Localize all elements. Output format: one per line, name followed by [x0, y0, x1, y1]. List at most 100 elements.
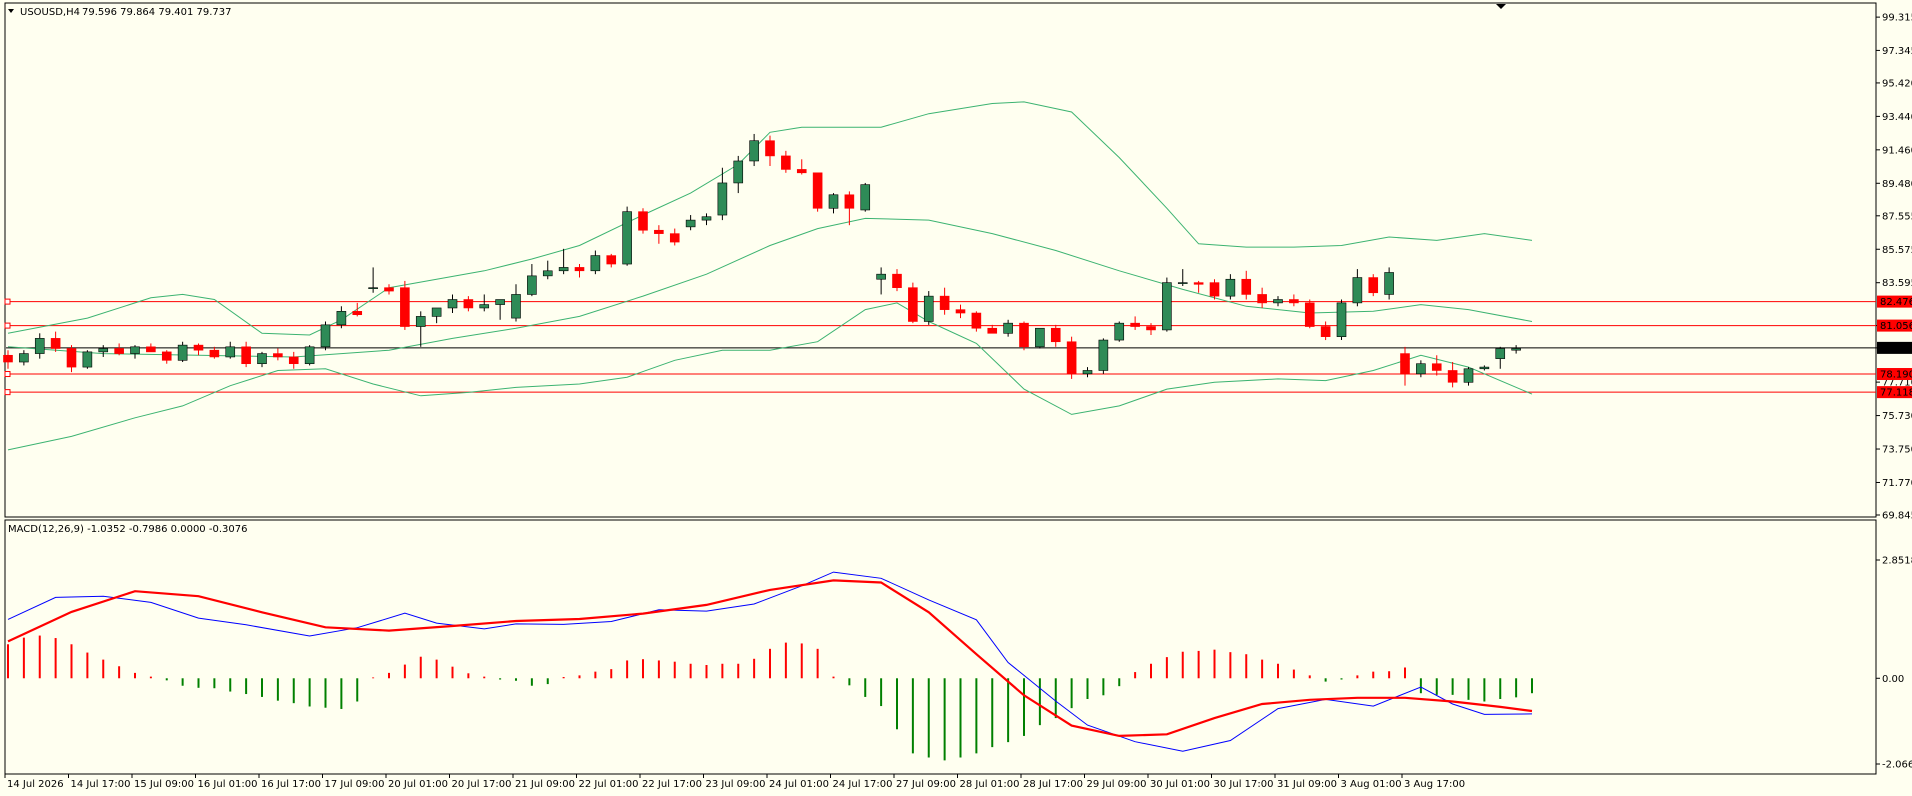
candle: [1162, 282, 1172, 331]
candle: [1400, 353, 1410, 375]
candle: [1257, 294, 1267, 304]
candle: [908, 287, 918, 322]
candle: [685, 219, 696, 228]
price-tag-label: 81.056: [1880, 321, 1912, 332]
candle: [622, 211, 632, 265]
price-tick-label: 69.845: [1882, 511, 1912, 522]
candle: [1352, 277, 1363, 304]
candle: [495, 299, 505, 305]
candle: [1384, 272, 1394, 295]
candle: [447, 299, 458, 309]
hline-handle: [4, 371, 11, 378]
candle: [876, 273, 886, 280]
candle: [225, 346, 236, 358]
candle: [161, 351, 172, 361]
candle: [209, 349, 220, 358]
price-panel[interactable]: [3, 101, 1877, 451]
bollinger-lower: [7, 302, 1533, 451]
time-tick-label: 16 Jul 17:00: [261, 779, 321, 790]
time-tick-label: 14 Jul 2026: [7, 779, 64, 790]
hline-handle: [4, 389, 11, 396]
time-tick-label: 20 Jul 01:00: [388, 779, 448, 790]
candle: [892, 273, 902, 288]
candle: [812, 172, 823, 209]
candle: [463, 299, 474, 309]
candle: [304, 346, 315, 365]
time-tick-label: 29 Jul 09:00: [1087, 779, 1147, 790]
macd-signal-line: [7, 579, 1533, 738]
candle: [431, 307, 442, 317]
time-tick-label: 21 Jul 09:00: [515, 779, 575, 790]
time-tick-label: 22 Jul 01:00: [579, 779, 639, 790]
symbol-menu-arrow-icon[interactable]: [8, 9, 14, 13]
candle: [1511, 348, 1521, 351]
candle: [1082, 370, 1093, 375]
candle: [558, 267, 569, 272]
price-tag: [1877, 319, 1912, 332]
candle: [146, 346, 156, 353]
candle: [273, 353, 283, 358]
candle: [400, 287, 410, 327]
candle: [511, 294, 521, 319]
candle: [590, 255, 601, 272]
candle: [1114, 322, 1125, 341]
candle: [955, 309, 966, 314]
macd-header: MACD(12,26,9) -1.0352 -0.7986 0.0000 -0.…: [8, 524, 247, 535]
candle: [241, 346, 251, 365]
candle: [733, 160, 744, 184]
candle: [1273, 299, 1283, 304]
axes: 99.315 97.345 95.420 93.440 91.460 89.480 87.5…: [4, 13, 1912, 790]
candle: [66, 348, 77, 368]
candle: [796, 169, 807, 174]
candle: [1130, 322, 1140, 327]
candle: [50, 338, 61, 349]
candle: [336, 311, 347, 326]
candle: [1050, 327, 1061, 343]
price-tag-label: 82.476: [1880, 297, 1912, 308]
time-tick-label: 24 Jul 01:00: [769, 779, 829, 790]
candle: [19, 353, 29, 363]
candle: [368, 287, 378, 289]
candle: [1066, 341, 1077, 375]
candle: [1416, 363, 1426, 375]
price-tick-label: 99.315: [1882, 13, 1912, 24]
candle: [606, 255, 617, 265]
candle: [1146, 326, 1156, 331]
candle: [1304, 302, 1315, 327]
candle: [939, 295, 950, 310]
price-tick-label: 95.420: [1882, 78, 1912, 89]
candle: [352, 311, 363, 316]
price-tag-label: 78.190: [1880, 370, 1912, 381]
candle: [82, 351, 93, 368]
macd-panel[interactable]: [7, 571, 1533, 761]
candle: [1225, 278, 1236, 297]
candle: [781, 155, 791, 170]
price-tick-label: 97.345: [1882, 46, 1912, 57]
candle: [114, 348, 124, 354]
macd-tick-label: 0.00: [1882, 674, 1904, 685]
price-tag: [1877, 295, 1912, 308]
candle: [1177, 282, 1188, 284]
candle: [1241, 278, 1252, 295]
candle: [1019, 322, 1029, 348]
candle: [288, 356, 299, 365]
candle: [257, 353, 267, 365]
candle: [654, 229, 664, 234]
price-panel-frame: [4, 2, 1877, 518]
time-tick-label: 15 Jul 09:00: [134, 779, 194, 790]
candle: [923, 295, 934, 322]
candle: [479, 304, 490, 309]
candle: [574, 267, 585, 272]
candle: [1098, 339, 1109, 371]
candle: [1447, 370, 1458, 383]
time-tick-label: 30 Jul 17:00: [1214, 779, 1274, 790]
chart-shift-marker-icon[interactable]: [1496, 4, 1506, 9]
time-tick-label: 28 Jul 01:00: [960, 779, 1020, 790]
candle: [384, 287, 394, 292]
bollinger-upper: [7, 101, 1533, 336]
candle: [1209, 282, 1220, 297]
time-tick-label: 31 Jul 09:00: [1277, 779, 1337, 790]
price-tag-label: 77.118: [1880, 388, 1912, 399]
time-tick-label: 24 Jul 17:00: [833, 779, 893, 790]
